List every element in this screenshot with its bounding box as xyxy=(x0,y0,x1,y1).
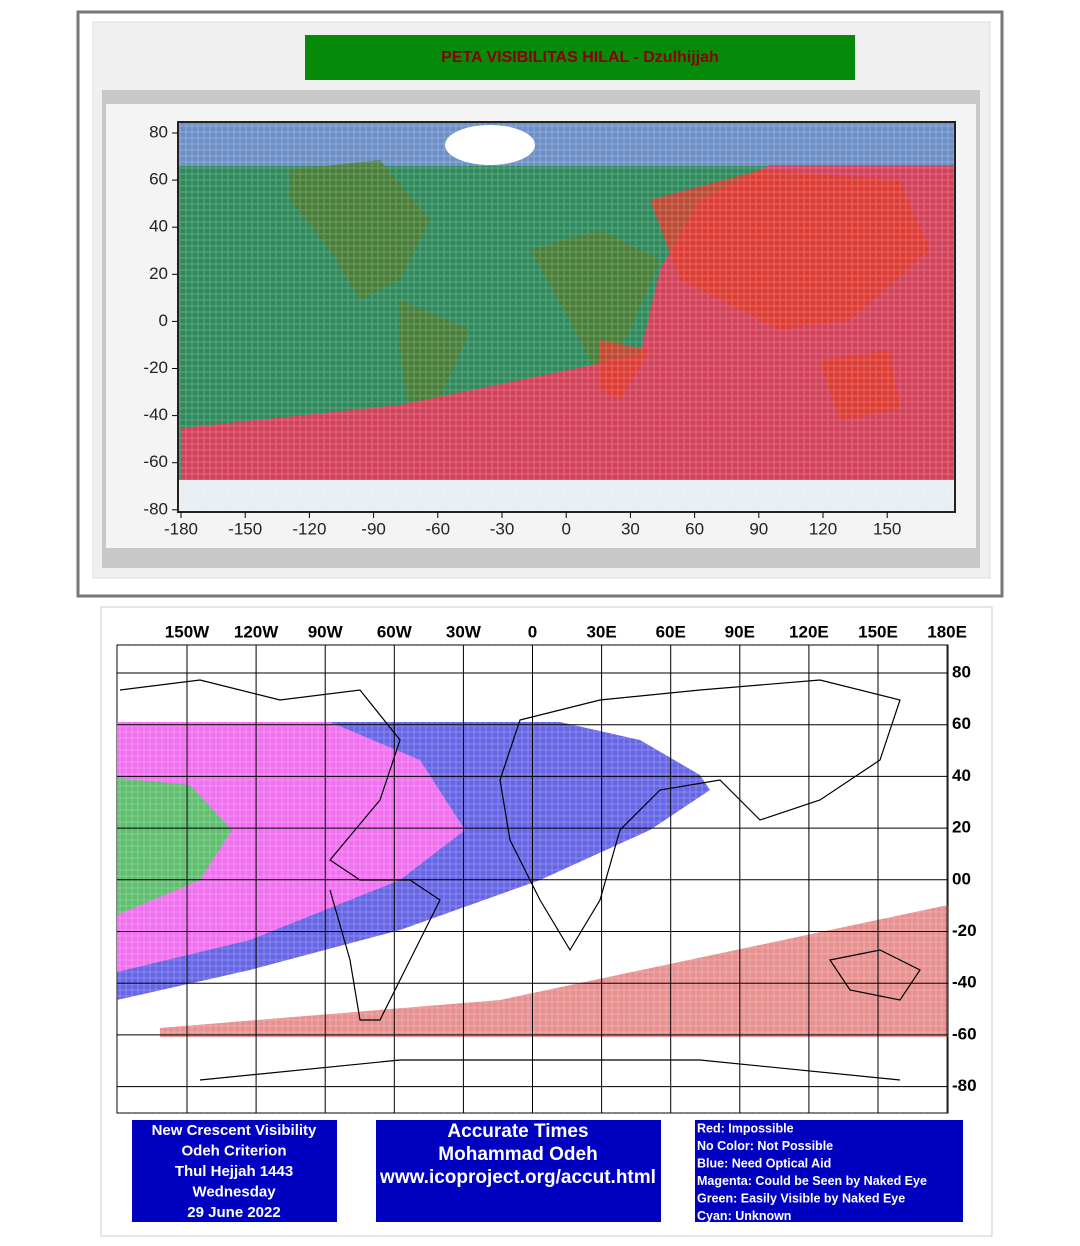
x-tick-label: -60 xyxy=(426,519,451,538)
info-text: Thul Hejjah 1443 xyxy=(175,1163,293,1180)
x-tick-label: -120 xyxy=(292,519,326,538)
credit-text: Accurate Times xyxy=(447,1121,588,1142)
lat-label: -80 xyxy=(952,1076,977,1095)
x-tick-label: 120 xyxy=(809,519,837,538)
top-map-panel: PETA VISIBILITAS HILAL - Dzulhijjah 80 60… xyxy=(76,10,1004,598)
x-tick-label: 90 xyxy=(749,519,768,538)
y-tick-label: 80 xyxy=(149,122,168,141)
y-tick-label: -60 xyxy=(143,452,168,471)
legend-text: Blue: Need Optical Aid xyxy=(697,1156,831,1170)
lon-label: 90E xyxy=(725,622,755,641)
lon-label: 150W xyxy=(165,622,210,641)
lon-label: 60W xyxy=(377,622,413,641)
lon-label: 120E xyxy=(789,622,829,641)
lat-label: 60 xyxy=(952,714,971,733)
y-tick-label: -20 xyxy=(143,358,168,377)
y-tick-label: -40 xyxy=(143,405,168,424)
legend-text: No Color: Not Possible xyxy=(697,1139,833,1153)
legend-text: Cyan: Unknown xyxy=(697,1209,791,1223)
legend-text: Green: Easily Visible by Naked Eye xyxy=(697,1191,905,1205)
info-text: 29 June 2022 xyxy=(187,1204,280,1221)
title-bar xyxy=(305,35,855,80)
bottom-map-panel: 150W 120W 90W 60W 30W 0 30E 60E 90E 120E 150E 180E 8… xyxy=(100,606,993,1237)
y-tick-label: 0 xyxy=(159,311,168,330)
legend-text: Magenta: Could be Seen by Naked Eye xyxy=(697,1174,927,1188)
lon-label: 90W xyxy=(308,622,344,641)
lon-label: 150E xyxy=(858,622,898,641)
lat-label: -60 xyxy=(952,1024,977,1043)
legend-text: Red: Impossible xyxy=(697,1121,794,1135)
x-tick-label: -150 xyxy=(228,519,262,538)
info-text: Wednesday xyxy=(192,1183,276,1200)
credit-text: www.icoproject.org/accut.html xyxy=(379,1167,656,1188)
x-tick-label: -30 xyxy=(490,519,515,538)
lon-label: 0 xyxy=(528,622,537,641)
lat-label: 40 xyxy=(952,766,971,785)
lat-label: 20 xyxy=(952,818,971,837)
lat-label: 00 xyxy=(952,869,971,888)
lon-label: 60E xyxy=(656,622,686,641)
lat-label: -20 xyxy=(952,921,977,940)
lat-label: 80 xyxy=(952,662,971,681)
y-tick-label: -80 xyxy=(143,499,168,518)
lat-label: -40 xyxy=(952,973,977,992)
x-tick-label: 60 xyxy=(685,519,704,538)
lon-label: 30E xyxy=(586,622,616,641)
lon-label: 120W xyxy=(234,622,279,641)
x-tick-label: 0 xyxy=(561,519,570,538)
y-tick-label: 40 xyxy=(149,217,168,236)
info-text: Odeh Criterion xyxy=(181,1142,286,1159)
lon-label: 180E xyxy=(927,622,967,641)
credit-text: Mohammad Odeh xyxy=(438,1144,597,1165)
lon-label: 30W xyxy=(446,622,482,641)
info-text: New Crescent Visibility xyxy=(152,1122,317,1139)
map-title: PETA VISIBILITAS HILAL - Dzulhijjah xyxy=(441,49,719,66)
x-tick-label: 30 xyxy=(621,519,640,538)
y-tick-label: 60 xyxy=(149,170,168,189)
x-tick-label: -180 xyxy=(164,519,198,538)
y-tick-label: 20 xyxy=(149,264,168,283)
x-tick-label: -90 xyxy=(361,519,386,538)
x-tick-label: 150 xyxy=(873,519,901,538)
